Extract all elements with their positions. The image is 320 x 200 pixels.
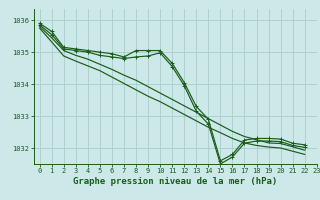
X-axis label: Graphe pression niveau de la mer (hPa): Graphe pression niveau de la mer (hPa) [73,177,277,186]
